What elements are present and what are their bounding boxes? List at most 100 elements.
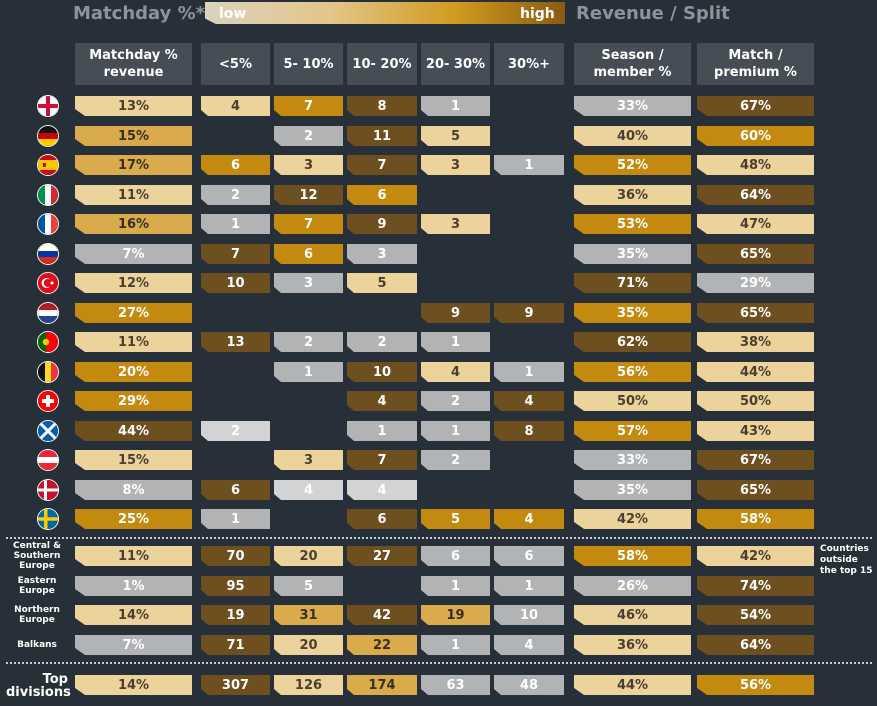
- country-row-13-season: 35%: [574, 480, 691, 500]
- revenue-split-title: Revenue / Split: [576, 3, 730, 24]
- country-row-0-bin-5-10: 7: [274, 96, 343, 116]
- country-row-4-matchday: 16%: [75, 214, 192, 234]
- country-row-14-matchday: 25%: [75, 509, 192, 529]
- country-row-13-bin-10-20: 4: [347, 480, 417, 500]
- region-row-0-matchday: 11%: [75, 546, 192, 566]
- country-row-11-bin-20-30: 1: [421, 421, 490, 441]
- country-row-12-match: 67%: [697, 450, 814, 470]
- country-row-4-bin-20-30: 3: [421, 214, 490, 234]
- col-header-season: Season / member %: [574, 43, 691, 85]
- country-row-3-bin-5-10: 12: [274, 185, 343, 205]
- country-row-13-bin-under-5: 6: [201, 480, 270, 500]
- country-row-14-bin-under-5: 1: [201, 509, 270, 529]
- switzerland-flag-icon: [38, 391, 58, 411]
- country-row-1-season: 40%: [574, 126, 691, 146]
- russia-flag-icon: [38, 244, 58, 264]
- total-row-bin-under-5: 307: [201, 675, 270, 695]
- scale-low-label: low: [219, 6, 247, 22]
- region-row-3-bin-10-20: 22: [347, 635, 417, 655]
- netherlands-flag-icon: [38, 303, 58, 323]
- region-row-3-bin-5-10: 20: [274, 635, 343, 655]
- country-row-9-match: 44%: [697, 362, 814, 382]
- country-row-10-season: 50%: [574, 391, 691, 411]
- total-row-bin-30-plus: 48: [494, 675, 564, 695]
- country-row-6-bin-under-5: 10: [201, 273, 270, 293]
- country-row-6-season: 71%: [574, 273, 691, 293]
- italy-flag-icon: [38, 185, 58, 205]
- country-row-2-bin-10-20: 7: [347, 155, 417, 175]
- col-header-20-30: 20- 30%: [421, 43, 490, 85]
- region-row-2-bin-5-10: 31: [274, 605, 343, 625]
- total-row-bin-20-30: 63: [421, 675, 490, 695]
- country-row-13-bin-5-10: 4: [274, 480, 343, 500]
- country-row-6-bin-10-20: 5: [347, 273, 417, 293]
- total-separator: [6, 662, 872, 664]
- region-row-1-bin-30-plus: 1: [494, 576, 564, 596]
- england-flag-icon: [38, 96, 58, 116]
- country-row-8-matchday: 11%: [75, 332, 192, 352]
- region-row-0-bin-10-20: 27: [347, 546, 417, 566]
- region-row-1-bin-20-30: 1: [421, 576, 490, 596]
- france-flag-icon: [38, 214, 58, 234]
- country-row-14-match: 58%: [697, 509, 814, 529]
- region-row-2-matchday: 14%: [75, 605, 192, 625]
- country-row-2-season: 52%: [574, 155, 691, 175]
- region-row-2-bin-20-30: 19: [421, 605, 490, 625]
- region-row-0-bin-under-5: 70: [201, 546, 270, 566]
- country-row-0-season: 33%: [574, 96, 691, 116]
- country-row-3-matchday: 11%: [75, 185, 192, 205]
- country-row-14-bin-20-30: 5: [421, 509, 490, 529]
- country-row-10-matchday: 29%: [75, 391, 192, 411]
- country-row-13-match: 65%: [697, 480, 814, 500]
- country-row-0-bin-10-20: 8: [347, 96, 417, 116]
- country-row-9-matchday: 20%: [75, 362, 192, 382]
- country-row-9-bin-20-30: 4: [421, 362, 490, 382]
- country-row-8-match: 38%: [697, 332, 814, 352]
- country-row-5-match: 65%: [697, 244, 814, 264]
- country-row-2-bin-5-10: 3: [274, 155, 343, 175]
- country-row-3-bin-under-5: 2: [201, 185, 270, 205]
- country-row-14-bin-30-plus: 4: [494, 509, 564, 529]
- country-row-8-bin-5-10: 2: [274, 332, 343, 352]
- region-row-1-matchday: 1%: [75, 576, 192, 596]
- col-header-matchday: Matchday % revenue: [75, 43, 192, 85]
- country-row-8-bin-under-5: 13: [201, 332, 270, 352]
- total-row-match: 56%: [697, 675, 814, 695]
- sweden-flag-icon: [38, 509, 58, 529]
- region-row-0-match: 42%: [697, 546, 814, 566]
- country-row-5-bin-5-10: 6: [274, 244, 343, 264]
- country-row-7-matchday: 27%: [75, 303, 192, 323]
- region-row-2-bin-30-plus: 10: [494, 605, 564, 625]
- country-row-1-bin-10-20: 11: [347, 126, 417, 146]
- region-label: Eastern Europe: [17, 576, 57, 596]
- country-row-2-bin-30-plus: 1: [494, 155, 564, 175]
- portugal-flag-icon: [38, 332, 58, 352]
- country-row-12-season: 33%: [574, 450, 691, 470]
- denmark-flag-icon: [38, 480, 58, 500]
- country-row-12-bin-10-20: 7: [347, 450, 417, 470]
- austria-flag-icon: [38, 450, 58, 470]
- region-row-0-bin-5-10: 20: [274, 546, 343, 566]
- scotland-flag-icon: [38, 421, 58, 441]
- country-row-9-bin-30-plus: 1: [494, 362, 564, 382]
- total-row-bin-10-20: 174: [347, 675, 417, 695]
- country-row-2-bin-20-30: 3: [421, 155, 490, 175]
- col-header-under-5: <5%: [201, 43, 270, 85]
- country-row-10-bin-20-30: 2: [421, 391, 490, 411]
- region-row-3-season: 36%: [574, 635, 691, 655]
- country-row-4-bin-5-10: 7: [274, 214, 343, 234]
- country-row-12-matchday: 15%: [75, 450, 192, 470]
- region-separator: [6, 537, 872, 539]
- country-row-12-bin-20-30: 2: [421, 450, 490, 470]
- country-row-1-bin-5-10: 2: [274, 126, 343, 146]
- region-row-0-bin-20-30: 6: [421, 546, 490, 566]
- country-row-11-bin-10-20: 1: [347, 421, 417, 441]
- country-row-7-bin-20-30: 9: [421, 303, 490, 323]
- country-row-3-match: 64%: [697, 185, 814, 205]
- country-row-12-bin-5-10: 3: [274, 450, 343, 470]
- col-header-match: Match / premium %: [697, 43, 814, 85]
- scale-high-label: high: [520, 6, 555, 22]
- germany-flag-icon: [38, 126, 58, 146]
- country-row-6-matchday: 12%: [75, 273, 192, 293]
- country-row-11-matchday: 44%: [75, 421, 192, 441]
